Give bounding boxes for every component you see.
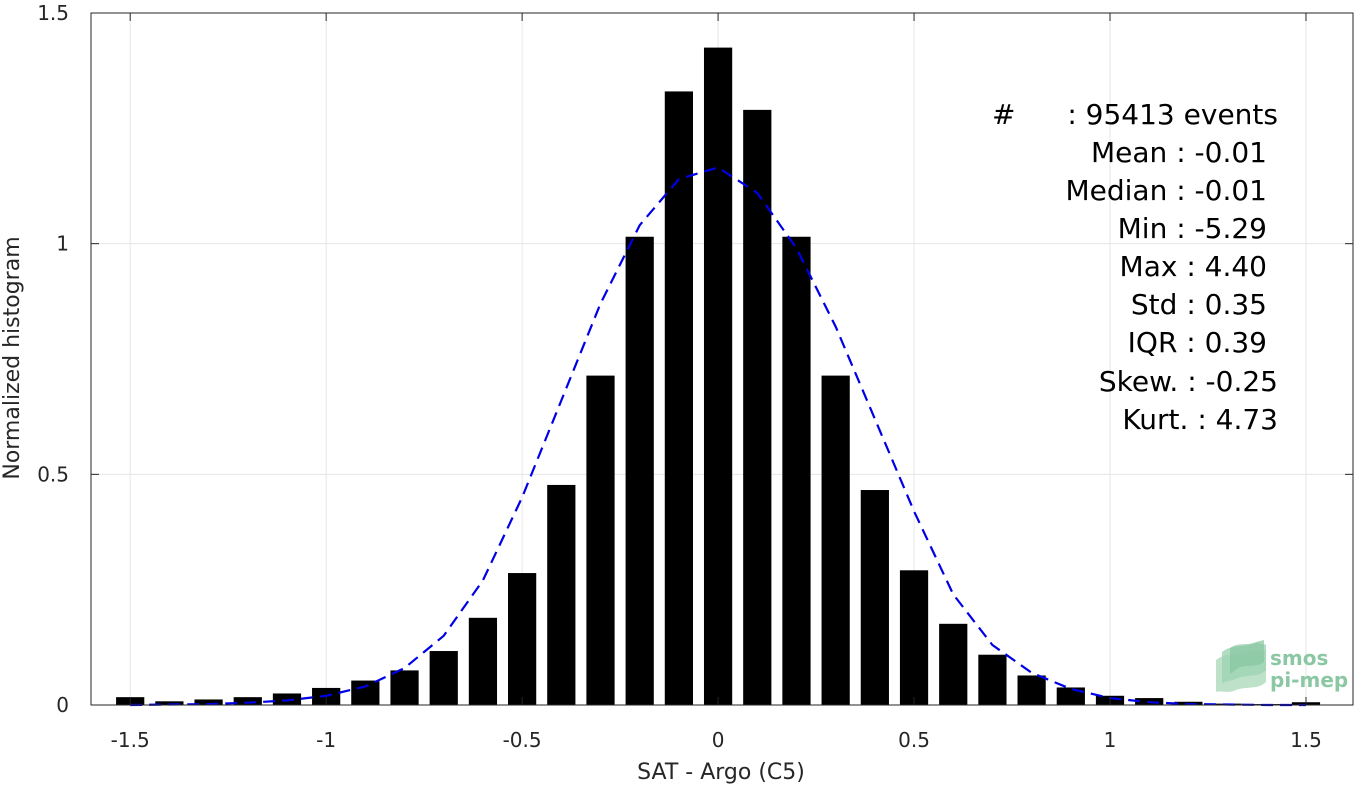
smos-pimep-logo: smos pi-mep [1216, 640, 1348, 692]
y-tick-label: 0.5 [37, 462, 69, 486]
logo-wave-icon [1216, 640, 1266, 692]
x-tick-labels: -1.5 -1 -0.5 0 0.5 1 1.5 [111, 728, 1322, 752]
logo-text-smos: smos [1270, 646, 1328, 670]
stat-iqr: IQR : 0.39 [1128, 326, 1267, 359]
x-tick-label: -0.5 [503, 728, 542, 752]
histogram-bar [664, 91, 693, 706]
histogram-bar [194, 699, 223, 705]
stat-skew: Skew. : -0.25 [1099, 365, 1278, 398]
y-tick-labels: 0 0.5 1 1.5 [37, 1, 69, 717]
histogram-bar [390, 670, 419, 705]
x-tick-label: 1 [1104, 728, 1117, 752]
histogram-bar [625, 236, 654, 705]
axis-ticks [91, 12, 1353, 706]
histogram-bars [116, 47, 1321, 706]
axes-box [90, 12, 1354, 706]
count-symbol: # [992, 98, 1015, 131]
histogram-bar [860, 490, 889, 705]
x-tick-label: -1.5 [111, 728, 150, 752]
logo-text-pimep: pi-mep [1270, 668, 1348, 692]
histogram-bar [1017, 675, 1046, 705]
histogram-bar [351, 680, 380, 705]
histogram-bar [586, 375, 615, 705]
y-tick-label: 1.5 [37, 1, 69, 25]
histogram-bar [547, 484, 576, 705]
histogram-bar [155, 701, 184, 705]
histogram-bar [233, 697, 262, 705]
x-tick-label: -1 [316, 728, 336, 752]
count-text: : 95413 events [1067, 98, 1278, 131]
y-axis-label: Normalized histogram [0, 236, 25, 479]
stat-kurt: Kurt. : 4.73 [1122, 403, 1278, 436]
y-tick-label: 1 [56, 232, 69, 256]
x-tick-label: 0 [712, 728, 725, 752]
x-tick-label: 1.5 [1290, 728, 1322, 752]
histogram-bar [1056, 687, 1085, 705]
x-tick-label: 0.5 [898, 728, 930, 752]
stat-min: Min : -5.29 [1118, 212, 1267, 245]
histogram-bar [743, 109, 772, 705]
histogram-bar [703, 47, 733, 706]
histogram-bar [272, 693, 302, 705]
histogram-bar [978, 654, 1007, 705]
histogram-bar [508, 573, 537, 705]
histogram-bar [429, 651, 458, 705]
stat-std: Std : 0.35 [1131, 288, 1267, 321]
stat-median: Median : -0.01 [1065, 174, 1267, 207]
histogram-bar [899, 570, 929, 705]
stat-mean: Mean : -0.01 [1091, 136, 1267, 169]
histogram-bar [939, 623, 968, 705]
histogram-bar [821, 375, 850, 705]
y-tick-label: 0 [56, 693, 69, 717]
stats-box: # : 95413 events Mean : -0.01 Median : -… [992, 98, 1278, 436]
histogram-bar [468, 617, 498, 705]
x-axis-label: SAT - Argo (C5) [637, 760, 805, 785]
stat-max: Max : 4.40 [1120, 250, 1267, 283]
histogram-bar [782, 236, 811, 705]
